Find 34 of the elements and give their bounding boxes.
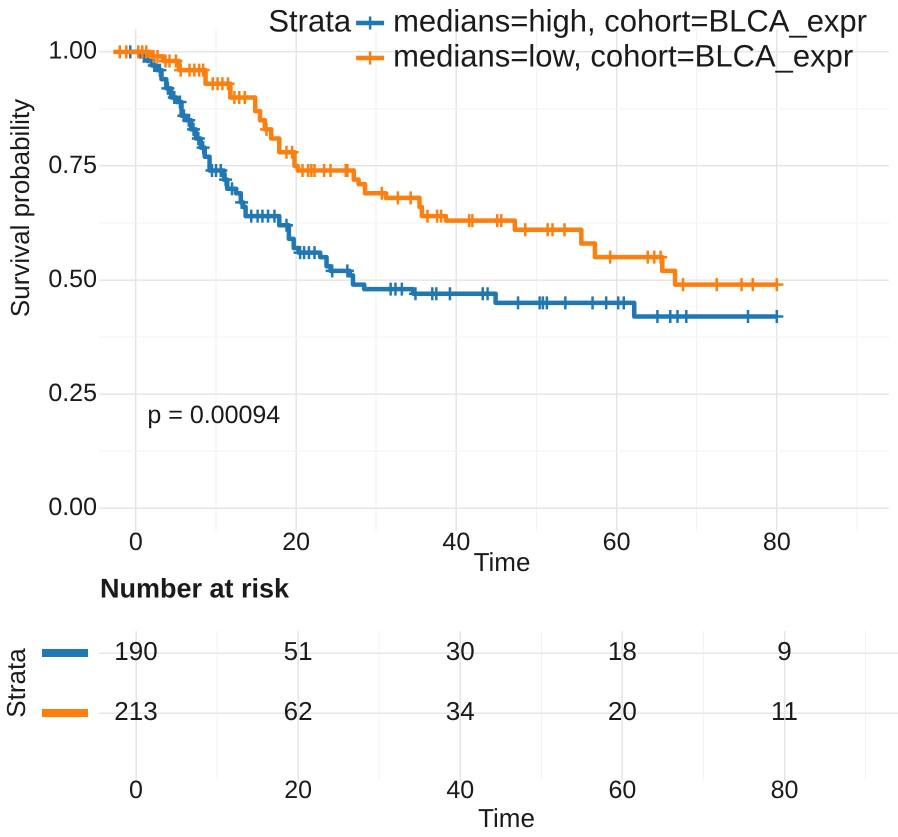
data-label: 51 [284,636,313,666]
data-label: 18 [608,636,637,666]
x-tick-label: 80 [762,528,791,556]
data-label: 11 [771,696,798,726]
data-label: 9 [777,636,792,666]
y-tick-label: 0.75 [48,150,97,179]
y-tick-label: 0.50 [48,264,97,293]
y-axis-title: Strata [1,648,32,718]
legend-label: medians=high, cohort=BLCA_expr [393,4,868,39]
x-tick-label: 40 [442,528,470,556]
data-label: 20 [608,696,637,726]
x-tick-label: 20 [284,776,312,804]
y-tick-label: 0.25 [48,378,97,407]
x-tick-label: 0 [129,776,143,804]
legend-title: Strata [268,4,352,39]
x-axis-title: Time [474,547,530,578]
y-tick-label: 1.00 [48,36,97,65]
x-tick-label: 80 [770,776,798,804]
x-tick-label: 40 [446,776,474,804]
data-label: 62 [284,696,313,726]
legend-label: medians=low, cohort=BLCA_expr [393,38,854,74]
y-tick-label: 0.00 [48,493,97,522]
x-tick-label: 0 [128,528,143,556]
data-label: 190 [114,636,158,666]
data-label: 34 [446,696,475,726]
x-tick-label: 60 [602,528,630,556]
annotation: p = 0.00094 [147,400,280,429]
data-label: 30 [446,636,475,666]
x-tick-label: 60 [608,776,636,804]
data-label: 213 [114,696,158,726]
x-axis-title: Time [478,803,535,834]
x-tick-label: 20 [282,528,310,556]
chart-title: Number at risk [100,573,290,604]
y-axis-title: Survival probability [5,98,36,318]
